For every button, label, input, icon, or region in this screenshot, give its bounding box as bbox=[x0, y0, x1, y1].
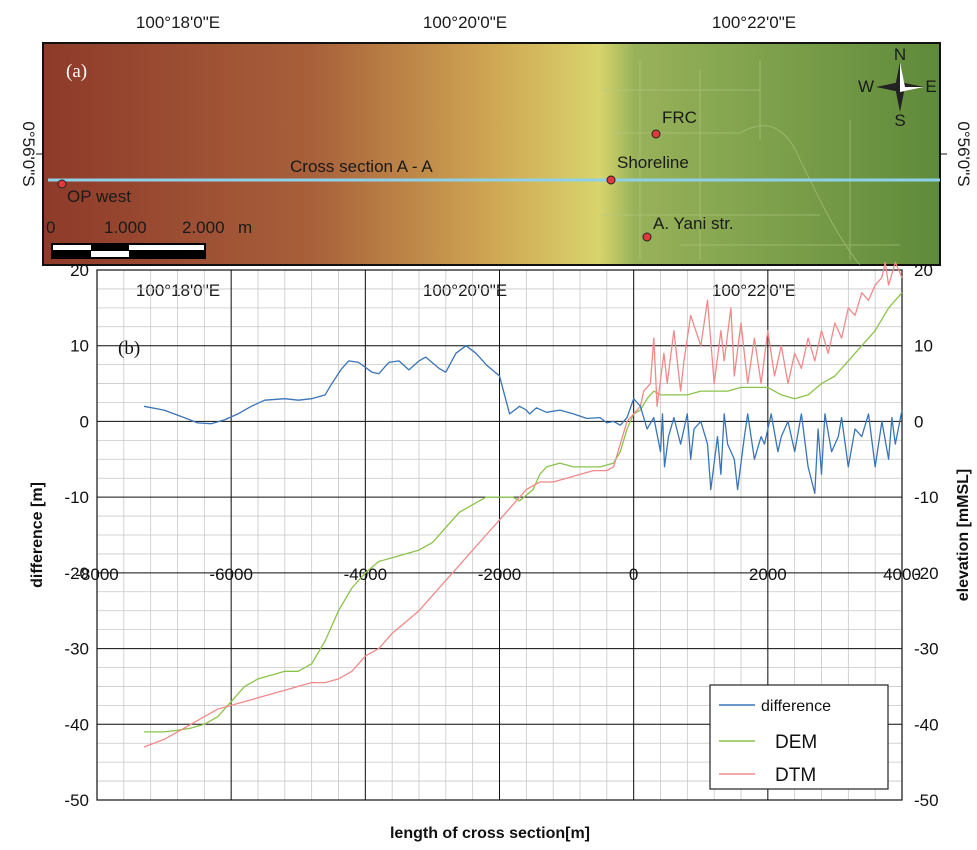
y-right-tick-label: 0 bbox=[914, 412, 923, 431]
map-panel: 100°18'0"E 100°20'0"E 100°22'0"E (a) Cro… bbox=[19, 13, 973, 266]
x-axis-label: length of cross section[m] bbox=[390, 825, 590, 842]
point-op-west-label: OP west bbox=[67, 187, 131, 206]
x-tick-labels: -8000 -6000 -4000 -2000 0 2000 4000 bbox=[75, 565, 921, 584]
point-op-west bbox=[57, 179, 67, 189]
series-line-dtm bbox=[143, 261, 903, 748]
y-left-axis-label: difference [m] bbox=[29, 482, 46, 588]
legend-label-difference: difference bbox=[761, 698, 831, 715]
y-left-tick-label: -10 bbox=[64, 488, 89, 507]
y-left-tick-label: 10 bbox=[70, 337, 89, 356]
y-left-tick-label: -20 bbox=[64, 564, 89, 583]
x-tick-label: 4000 bbox=[883, 565, 921, 584]
series-line-dem bbox=[144, 292, 903, 733]
scalebar: 0 1.000 2.000 m bbox=[46, 218, 252, 259]
y-left-tick-label: -30 bbox=[64, 640, 89, 659]
y-left-tick-labels: 20 10 0 -10 -20 -30 -40 -50 bbox=[64, 261, 89, 810]
y-right-tick-labels: 20 10 0 -10 -20 -30 -40 -50 bbox=[914, 261, 939, 810]
y-left-tick-label: -40 bbox=[64, 715, 89, 734]
compass-s: S bbox=[894, 111, 905, 130]
compass-w: W bbox=[858, 77, 874, 96]
x-tick-label: -4000 bbox=[344, 565, 387, 584]
scalebar-label-1: 1.000 bbox=[104, 218, 147, 237]
y-left-tick-label: -50 bbox=[64, 791, 89, 810]
series-layer bbox=[143, 261, 903, 748]
series-line-difference bbox=[143, 345, 903, 495]
map-lon-tick-top-2: 100°20'0"E bbox=[423, 13, 507, 32]
urban-texture bbox=[600, 60, 900, 266]
scalebar-label-0: 0 bbox=[46, 218, 55, 237]
map-frame bbox=[42, 42, 941, 266]
compass-rose-icon: N S W E bbox=[858, 45, 937, 130]
scalebar-unit: m bbox=[238, 218, 252, 237]
y-left-tick-label: 20 bbox=[70, 261, 89, 280]
y-right-tick-label: 10 bbox=[914, 337, 933, 356]
y-left-tick-label: 0 bbox=[80, 412, 89, 431]
compass-n: N bbox=[894, 45, 906, 64]
chart-panel: 100°18'0"E 100°20'0"E 100°22'0"E -8000 -6… bbox=[29, 261, 972, 842]
plot-frame bbox=[96, 269, 903, 801]
cross-section-label: Cross section A - A bbox=[290, 157, 433, 176]
x-tick-label: -6000 bbox=[209, 565, 252, 584]
y-right-tick-label: 20 bbox=[914, 261, 933, 280]
scalebar-label-2: 2.000 bbox=[182, 218, 225, 237]
y-right-tick-label: -10 bbox=[914, 488, 939, 507]
point-shoreline bbox=[606, 175, 616, 185]
y-right-tick-label: -50 bbox=[914, 791, 939, 810]
map-lon-tick-top-1: 100°18'0"E bbox=[136, 13, 220, 32]
point-a-yani-label: A. Yani str. bbox=[653, 214, 734, 233]
x-tick-label: 2000 bbox=[749, 565, 787, 584]
chart-lon-tick-1: 100°18'0"E bbox=[136, 281, 220, 300]
point-shoreline-label: Shoreline bbox=[617, 153, 689, 172]
x-tick-label: -8000 bbox=[75, 565, 118, 584]
legend-label-dem: DEM bbox=[775, 732, 817, 753]
y-right-axis-label: elevation [mMSL] bbox=[955, 469, 972, 601]
x-tick-label: 0 bbox=[629, 565, 638, 584]
point-a-yani bbox=[642, 232, 652, 242]
compass-e: E bbox=[925, 77, 936, 96]
chart-panel-label: (b) bbox=[118, 338, 140, 359]
y-right-tick-label: -40 bbox=[914, 715, 939, 734]
x-tick-label: -2000 bbox=[478, 565, 521, 584]
y-right-tick-label: -30 bbox=[914, 640, 939, 659]
chart-lon-tick-2: 100°20'0"E bbox=[423, 281, 507, 300]
point-frc-label: FRC bbox=[662, 108, 697, 127]
point-frc bbox=[651, 129, 661, 139]
chart-lon-tick-3: 100°22'0"E bbox=[712, 281, 796, 300]
map-lon-tick-top-3: 100°22'0"E bbox=[712, 13, 796, 32]
map-lat-tick-left: 0°56'0"S bbox=[19, 121, 38, 186]
legend-label-dtm: DTM bbox=[775, 765, 816, 786]
map-lat-tick-right: 0°56'0"S bbox=[954, 121, 973, 186]
legend: difference DEM DTM bbox=[709, 684, 889, 790]
y-right-tick-label: -20 bbox=[914, 564, 939, 583]
map-panel-label: (a) bbox=[66, 61, 87, 82]
legend-box bbox=[709, 684, 889, 790]
